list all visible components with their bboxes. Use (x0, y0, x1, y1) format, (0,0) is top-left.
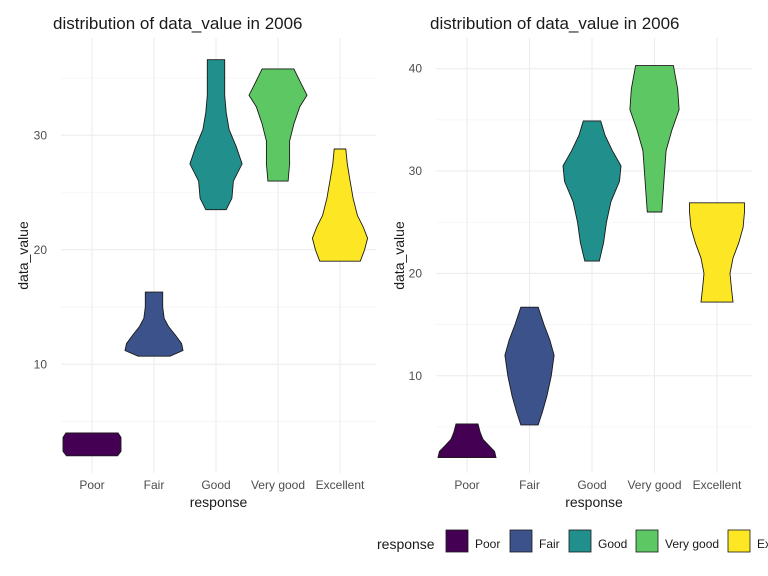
y-tick-label: 20 (34, 243, 48, 257)
violin-poor (437, 423, 497, 459)
right-panel-x-ticks: Poor Fair Good Very good Excellent (454, 478, 742, 492)
x-tick-label: Excellent (693, 478, 742, 492)
y-tick-label: 10 (409, 369, 423, 383)
right-panel: distribution of data_value in 2006 10 20 3… (391, 14, 752, 510)
right-panel-violins (437, 65, 745, 459)
x-tick-label: Good (201, 478, 230, 492)
left-panel-y-axis-title: data_value (15, 221, 31, 290)
left-panel-title: distribution of data_value in 2006 (53, 14, 303, 33)
x-tick-label: Excellent (316, 478, 365, 492)
legend-key-good (568, 529, 592, 553)
violin-fair (124, 291, 184, 357)
legend-items: Poor Fair Good Very good Excellent (445, 529, 768, 553)
x-tick-label: Good (577, 478, 606, 492)
x-tick-label: Fair (144, 478, 165, 492)
legend-label-good: Good (598, 537, 627, 551)
left-panel-x-axis-title: response (190, 494, 248, 510)
right-panel-y-ticks: 10 20 30 40 (409, 62, 423, 383)
legend-label-very-good: Very good (665, 537, 719, 551)
legend-key-poor (445, 529, 469, 553)
violin-excellent (689, 202, 745, 303)
x-tick-label: Poor (79, 478, 104, 492)
left-panel-violins (62, 59, 369, 457)
x-tick-label: Very good (251, 478, 305, 492)
right-panel-x-axis-title: response (565, 494, 623, 510)
legend-key-excellent (727, 529, 751, 553)
y-tick-label: 20 (409, 266, 423, 280)
legend-key-very-good (635, 529, 659, 553)
legend: response Poor Fair Good Very good Excellent (377, 529, 768, 553)
y-tick-label: 40 (409, 62, 423, 76)
x-tick-label: Fair (519, 478, 540, 492)
violin-very-good (248, 68, 308, 182)
violin-good (189, 59, 243, 211)
violin-fair (504, 306, 555, 426)
y-tick-label: 30 (34, 128, 48, 142)
violin-very-good (629, 65, 680, 213)
legend-key-fair (509, 529, 533, 553)
x-tick-label: Poor (454, 478, 479, 492)
right-panel-y-axis-title: data_value (391, 221, 407, 290)
y-tick-label: 10 (34, 357, 48, 371)
violin-poor (62, 432, 122, 457)
legend-label-poor: Poor (475, 537, 500, 551)
violin-excellent (311, 148, 369, 262)
y-tick-label: 30 (409, 164, 423, 178)
left-panel-y-ticks: 10 20 30 (34, 128, 48, 371)
x-tick-label: Very good (627, 478, 681, 492)
left-panel: distribution of data_value in 2006 10 20 3… (15, 14, 376, 510)
legend-label-excellent: Excellent (757, 537, 768, 551)
right-panel-title: distribution of data_value in 2006 (430, 14, 680, 33)
violin-good (562, 120, 622, 262)
legend-title: response (377, 536, 435, 552)
left-panel-x-ticks: Poor Fair Good Very good Excellent (79, 478, 365, 492)
legend-label-fair: Fair (539, 537, 560, 551)
